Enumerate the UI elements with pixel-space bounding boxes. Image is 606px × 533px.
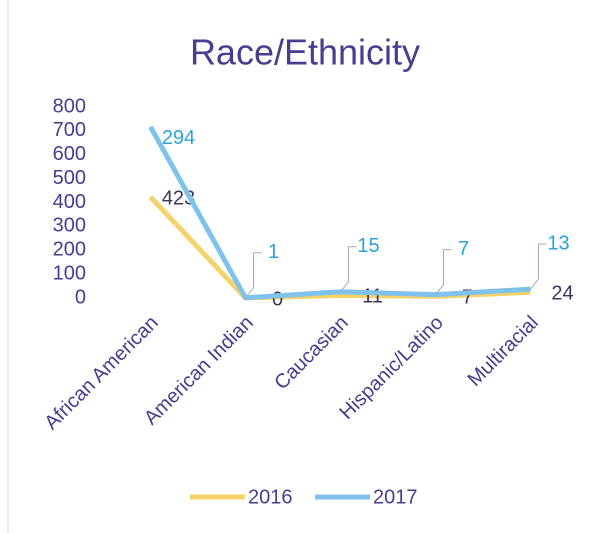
data-label: 15: [357, 235, 379, 257]
y-tick-label: 100: [53, 262, 86, 284]
data-label: 7: [462, 287, 473, 309]
y-tick-label: 0: [75, 286, 86, 308]
data-label: 0: [272, 288, 283, 310]
leader-line: [340, 246, 357, 293]
leader-line: [245, 252, 262, 299]
y-tick-label: 700: [53, 119, 86, 141]
y-tick-label: 400: [53, 191, 86, 213]
x-tick-label: Hispanic/Latino: [336, 312, 448, 424]
y-tick-label: 200: [53, 239, 86, 261]
data-label: 13: [547, 232, 569, 254]
legend-label: 2016: [248, 486, 293, 508]
data-label: 7: [458, 238, 469, 260]
data-label: 1: [268, 241, 279, 263]
data-label: 11: [362, 286, 383, 308]
x-tick-label: Multiracial: [464, 312, 543, 391]
legend-label: 2017: [373, 486, 418, 508]
data-label: 24: [551, 283, 573, 305]
chart-title: Race/Ethnicity: [190, 32, 420, 73]
data-label: 294: [162, 127, 195, 149]
y-tick-label: 600: [53, 143, 86, 165]
x-tick-label: Caucasian: [270, 312, 352, 394]
y-tick-label: 800: [53, 95, 86, 117]
series-line: [148, 195, 531, 301]
series-line: [148, 125, 531, 301]
y-tick-label: 300: [53, 215, 86, 237]
leader-line: [530, 243, 547, 290]
y-tick-label: 500: [53, 167, 86, 189]
leader-line: [435, 249, 452, 295]
